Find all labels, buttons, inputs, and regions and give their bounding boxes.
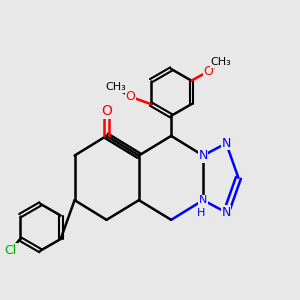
Text: CH₃: CH₃ (105, 82, 126, 92)
Text: Cl: Cl (5, 244, 17, 256)
Text: N: N (221, 206, 231, 219)
Text: CH₃: CH₃ (211, 57, 232, 67)
Text: H: H (197, 208, 206, 218)
Text: O: O (203, 65, 213, 78)
Text: O: O (125, 90, 135, 103)
Text: N: N (221, 137, 231, 150)
Text: N: N (198, 149, 208, 162)
Text: N: N (199, 195, 207, 205)
Text: O: O (101, 104, 112, 118)
